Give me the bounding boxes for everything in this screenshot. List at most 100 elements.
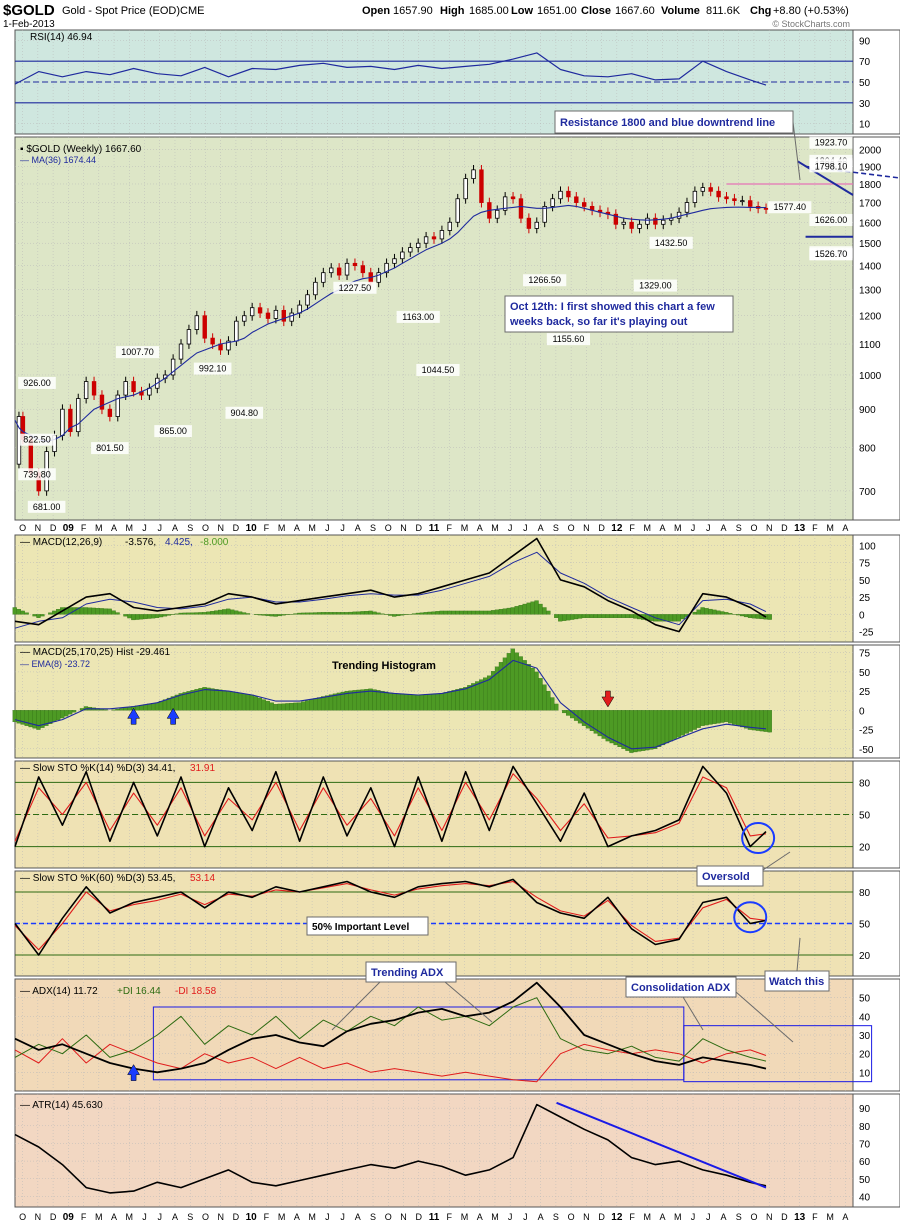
macd1-hist-bar [332,612,338,615]
adx-line [14,981,767,1074]
bottom-x-axis: O N D 09 F M A M J J A S O N D 10 F M A M J J A S O N D 11 F M A M J J A S O… [19,1212,848,1223]
sto14-label-d: 31.91 [190,763,215,774]
macd2-hist-bar [194,689,199,711]
rsi-y-tick: 70 [859,57,871,68]
macd2-hist-bar [455,689,460,711]
macd2-axis-area [852,644,900,759]
macd2-y-tick: 75 [859,649,871,660]
price-label-bg [396,310,440,323]
macd2-hist-bar [305,700,310,711]
price-candle-body [344,262,350,276]
macd2-hist-bar [467,685,472,711]
price-candle-body [455,198,460,223]
price-y-tick: 1500 [859,239,882,250]
sto60-d-line [14,880,767,951]
bottom-x-axis-label: N [400,1212,407,1222]
consolidation-adx-pointer-left [682,996,704,1031]
macd2-y-tick: 50 [859,668,871,679]
price-x-axis-label: 09 [63,523,75,534]
macd1-hist-bar [483,610,488,615]
rsi-line [14,52,767,86]
oversold-pointer [762,851,791,871]
macd2-hist-bar [688,710,693,732]
macd2-hist-bar [407,694,413,711]
macd1-hist-bar [672,614,678,622]
price-label: 1329.00 [639,281,672,291]
bottom-x-axis-label: D [50,1212,57,1222]
macd1-hist-bar [83,607,89,615]
macd2-hist-bar [380,690,385,711]
price-candle-body [423,236,429,244]
macd1-hist-bar [668,614,674,622]
macd1-y-tick: 100 [859,541,876,552]
macd1-hist-bar [601,614,606,618]
macd1-hist-bar [593,614,598,618]
adx-y-tick: 20 [859,1050,871,1061]
open-label: Open [362,5,390,17]
macd2-y-tick: 0 [859,706,865,717]
price-x-axis-label: S [553,523,559,533]
price-candle-body [234,320,239,342]
macd2-hist-bar [720,710,725,723]
macd2-hist-bar [672,710,678,740]
bottom-x-axis-label: J [523,1212,528,1222]
macd1-hist-bar [514,606,519,615]
sto14-panel: 20 50 80 — Slow STO %K(14) %D(3) 34.41, 31.9… [14,760,900,869]
sto14-d-line [14,773,767,842]
macd1-hist-bar [380,613,385,615]
price-label-bg [809,160,853,173]
macd2-hist-bar [471,683,476,711]
price-x-axis-label: J [706,523,711,533]
high-value: 1685.00 [469,5,509,17]
price-panel: 700 800 900 1000 1100 1200 1300 1400 1500 1600 170… [14,136,900,521]
bottom-x-axis-label: J [157,1212,162,1222]
rsi-label: RSI(14) 46.94 [30,32,93,43]
macd1-hist-bar [423,612,429,615]
watermark: © StockCharts.com [772,19,850,29]
macd2-hist-bar [439,693,444,711]
price-x-axis-label: A [538,523,544,533]
price-x-axis-label: S [187,523,193,533]
watch-callout-text: Watch this [769,976,824,988]
bottom-x-axis-label: A [538,1212,544,1222]
bottom-x-axis-label: D [598,1212,605,1222]
macd1-hist-bar [182,612,187,615]
macd2-hist-bar [526,664,531,711]
macd1-hist-bar [324,612,330,615]
exchange: CME [180,5,204,17]
macd1-hist-bar [609,614,614,618]
macd1-hist-bar [48,612,53,615]
macd1-hist-bar [415,612,421,615]
macd1-macd-line [14,537,767,633]
price-x-axis-label: F [629,523,635,533]
macd2-hist-bar [534,671,539,711]
price-x-axis-label: 12 [611,523,623,534]
macd1-hist-bar [546,610,551,615]
bottom-x-axis-label: O [750,1212,757,1222]
price-candle-body [115,394,120,417]
price-y-tick: 700 [859,487,876,498]
macd1-hist-bar [214,610,219,615]
price-x-axis-label: N [766,523,773,533]
macd1-hist-bar [467,610,472,615]
bottom-x-axis-label: O [568,1212,575,1222]
macd2-hist-bar [483,677,488,711]
price-label-bg [193,362,232,375]
price-x-axis-label: F [446,523,452,533]
macd2-hist-bar [123,707,128,711]
macd1-hist-bar [589,614,595,618]
macd2-hist-bar [708,710,713,725]
bottom-x-axis-label: D [416,1212,423,1222]
up-arrow-icon [127,707,141,725]
bottom-x-axis-label: A [355,1212,361,1222]
bottom-x-axis-label: M [826,1212,834,1222]
macd2-hist-bar [656,710,662,748]
macd2-hist-bar [562,710,567,714]
price-candle-body [170,358,176,376]
macd2-panel: -50 -25 0 25 50 75 — MACD(25,170,25) Hist -29.… [12,644,900,759]
macd2-hist-bar [119,708,124,711]
sto60-label-main: — Slow STO %K(60) %D(3) 53.45, [20,873,175,884]
bottom-x-axis-label: S [736,1212,742,1222]
macd2-hist-bar [621,710,626,749]
macd1-y-tick: 75 [859,559,871,570]
